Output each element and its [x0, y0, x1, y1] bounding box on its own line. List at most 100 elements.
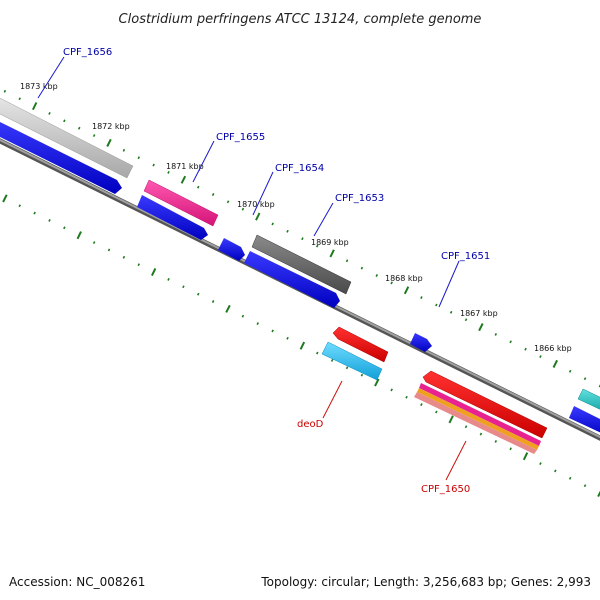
cyan-feature[interactable]	[321, 341, 383, 381]
tick-label: 1867 kbp	[460, 309, 498, 318]
minor-tick	[420, 296, 423, 300]
minor-tick	[3, 89, 7, 93]
blue-gene-tiny[interactable]	[410, 333, 432, 352]
minor-tick	[315, 244, 319, 248]
major-tick	[522, 452, 529, 461]
minor-tick	[92, 241, 96, 244]
minor-tick	[92, 134, 96, 137]
salmon-stripe[interactable]	[414, 392, 537, 454]
genome-summary-text: Topology: circular; Length: 3,256,683 bp…	[260, 575, 591, 589]
map-title: Clostridium perfringens ATCC 13124, comp…	[119, 12, 482, 27]
minor-tick	[568, 476, 572, 480]
minor-tick	[479, 432, 483, 436]
silver-feature[interactable]	[0, 93, 134, 179]
outer-scale-track	[3, 89, 600, 388]
gene-label-cpf-1650[interactable]: CPF_1650	[421, 484, 470, 495]
callout-line-cpf-1656	[37, 56, 65, 99]
minor-tick	[271, 222, 274, 226]
magenta-feature[interactable]	[143, 179, 219, 227]
major-tick	[299, 341, 306, 350]
minor-tick	[286, 336, 289, 340]
minor-tick	[137, 263, 141, 267]
minor-tick	[122, 255, 126, 259]
major-tick	[76, 231, 82, 240]
tick-label: 1866 kbp	[534, 344, 572, 353]
red-small-feature[interactable]	[332, 326, 389, 363]
blue-gene[interactable]	[137, 195, 208, 240]
blue-gene-edge[interactable]	[569, 406, 600, 437]
tick-label: 1873 kbp	[20, 82, 58, 91]
minor-tick	[286, 229, 289, 233]
minor-tick	[211, 193, 215, 196]
major-tick	[2, 194, 8, 203]
gene-label-cpf-1654[interactable]: CPF_1654	[275, 163, 324, 174]
feature-track	[0, 93, 600, 454]
minor-tick	[33, 211, 36, 215]
minor-tick	[390, 281, 393, 285]
callout-lines	[37, 56, 467, 481]
gene-labels: CPF_1656 CPF_1655 CPF_1654 CPF_1653 CPF_…	[63, 47, 490, 495]
minor-tick	[122, 148, 126, 152]
tick-label: 1872 kbp	[92, 122, 130, 131]
gene-label-deod[interactable]: deoD	[297, 419, 324, 430]
callout-line-cpf-1653	[313, 202, 334, 237]
callout-line-cpf-1650	[445, 440, 467, 481]
gene-label-cpf-1653[interactable]: CPF_1653	[335, 193, 384, 204]
inner-scale-track	[2, 194, 600, 498]
minor-tick	[182, 285, 185, 289]
major-tick	[448, 415, 454, 424]
major-tick	[180, 175, 187, 184]
minor-tick	[375, 274, 379, 277]
minor-tick	[494, 333, 498, 336]
callout-line-deod	[322, 380, 343, 419]
major-tick	[329, 249, 335, 258]
minor-tick	[345, 259, 349, 263]
minor-tick	[196, 185, 200, 189]
minor-tick	[583, 377, 587, 381]
minor-tick	[301, 237, 304, 241]
minor-tick	[211, 300, 215, 303]
minor-tick	[18, 204, 22, 208]
major-tick	[151, 267, 157, 277]
minor-tick	[420, 403, 423, 407]
minor-tick	[539, 355, 542, 358]
minor-tick	[77, 126, 81, 130]
minor-tick	[464, 318, 468, 322]
minor-tick	[315, 351, 319, 355]
minor-tick	[241, 207, 245, 211]
minor-tick	[360, 373, 364, 377]
blue-gene-large[interactable]	[0, 117, 122, 194]
blue-gene-long[interactable]	[244, 251, 340, 308]
scale-labels: 1873 kbp 1872 kbp 1871 kbp 1870 kbp 1869…	[20, 82, 572, 353]
gene-label-cpf-1651[interactable]: CPF_1651	[441, 251, 490, 262]
minor-tick	[345, 366, 349, 370]
minor-tick	[167, 170, 170, 174]
minor-tick	[509, 447, 512, 451]
minor-tick	[509, 340, 512, 344]
gene-label-cpf-1655[interactable]: CPF_1655	[216, 132, 265, 143]
orange-stripe[interactable]	[417, 388, 539, 450]
gene-label-cpf-1656[interactable]: CPF_1656	[63, 47, 112, 58]
dark-grey-feature[interactable]	[251, 234, 352, 295]
magenta-stripe[interactable]	[419, 383, 541, 446]
tick-label: 1871 kbp	[166, 162, 204, 171]
minor-tick	[167, 277, 170, 281]
minor-tick	[18, 97, 22, 101]
minor-tick	[256, 322, 260, 326]
tick-label: 1870 kbp	[237, 200, 275, 209]
minor-tick	[539, 462, 542, 465]
minor-tick	[107, 248, 111, 252]
minor-tick	[152, 163, 155, 167]
minor-tick	[63, 226, 66, 230]
teal-feature-edge[interactable]	[577, 388, 600, 414]
minor-tick	[390, 388, 393, 392]
minor-tick	[330, 358, 334, 362]
minor-tick	[494, 440, 498, 443]
blue-gene-small[interactable]	[218, 238, 245, 261]
accession-text: Accession: NC_008261	[9, 575, 145, 589]
red-long-feature[interactable]	[422, 370, 548, 439]
minor-tick	[48, 112, 51, 115]
minor-tick	[226, 200, 230, 204]
